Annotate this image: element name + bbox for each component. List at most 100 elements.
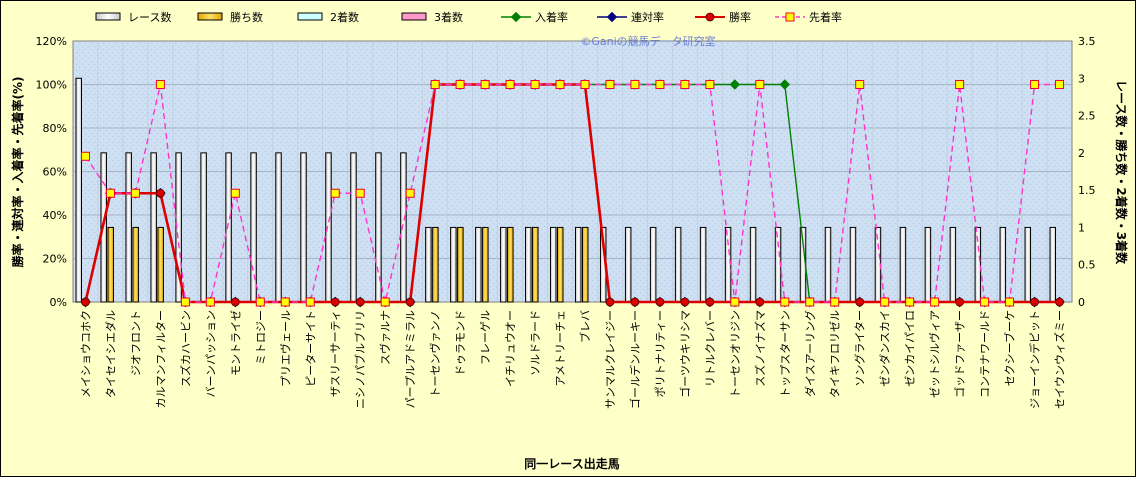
point-3-3 xyxy=(155,80,165,89)
bar-1-3 xyxy=(157,226,164,303)
bar-0-14 xyxy=(425,226,432,303)
point-3-2 xyxy=(130,188,140,198)
bar-0-37 xyxy=(999,226,1007,303)
point-2-0 xyxy=(81,297,90,307)
point-3-13 xyxy=(405,188,415,198)
point-2-3 xyxy=(156,188,165,198)
point-3-29 xyxy=(805,297,815,307)
legend-label: 連対率 xyxy=(631,10,664,24)
bar-0-24 xyxy=(674,226,682,303)
bar-0-8 xyxy=(275,152,282,303)
bar-0-38 xyxy=(1024,226,1032,303)
category-label: ピーターサイト xyxy=(304,310,317,387)
point-3-22 xyxy=(630,80,640,89)
bar-0-13 xyxy=(400,152,407,303)
right-axis-ticks: 0 0.5 1 1.5 2 2.5 3 3.5 xyxy=(1078,35,1096,309)
bar-0-3 xyxy=(150,152,157,303)
point-3-11 xyxy=(355,188,365,198)
right-axis-title: レース数・勝ち数・2着数・3着数 xyxy=(1114,80,1129,265)
point-3-1 xyxy=(105,188,115,198)
category-label: ゼンダンスカイ xyxy=(878,310,892,387)
bar-0-6 xyxy=(225,152,232,303)
legend-label: 先着率 xyxy=(809,10,842,24)
point-0-26 xyxy=(729,79,741,90)
right-tick-label: 0 xyxy=(1078,296,1085,309)
right-tick-label: 2 xyxy=(1078,147,1085,160)
bar-0-39 xyxy=(1049,226,1057,303)
category-label: セクシーブーケ xyxy=(1003,310,1017,386)
category-label: バーンパッション xyxy=(204,310,217,397)
legend-label: 3着数 xyxy=(434,10,463,24)
point-3-39 xyxy=(1055,80,1065,89)
x-axis-title: 同一レース出走馬 xyxy=(524,456,619,471)
point-3-28 xyxy=(780,297,790,307)
point-3-5 xyxy=(205,297,215,307)
left-axis-title: 勝率・連対率・入着率・先着率(%) xyxy=(10,77,25,268)
point-2-24 xyxy=(680,297,690,307)
bar-0-18 xyxy=(525,226,532,303)
gridlines xyxy=(73,41,1072,302)
category-label: ゴッドファーザー xyxy=(953,310,967,398)
line-layer xyxy=(80,79,1065,308)
point-3-21 xyxy=(605,80,615,89)
left-tick-label: 120% xyxy=(36,35,67,48)
category-label: スズノイナズマ xyxy=(753,310,767,387)
point-2-35 xyxy=(955,297,965,307)
right-tick-label: 1 xyxy=(1078,221,1085,234)
category-label: カルマンフィルター xyxy=(154,310,167,408)
category-label: イチリュウオー xyxy=(504,310,517,387)
category-label: ジオフロント xyxy=(129,310,142,376)
bar-0-19 xyxy=(550,226,557,303)
line-3 xyxy=(84,83,1060,303)
left-tick-label: 40% xyxy=(43,209,67,222)
category-label: ドゥラモンド xyxy=(454,310,467,376)
left-tick-label: 60% xyxy=(43,166,67,179)
category-label: ゴーツウキリシマ xyxy=(678,310,692,398)
point-3-31 xyxy=(855,80,865,89)
category-label: ポリトナリティー xyxy=(654,310,667,397)
point-3-16 xyxy=(480,80,490,89)
bar-0-5 xyxy=(200,152,207,303)
category-label: セイウンウィズミー xyxy=(1053,310,1067,409)
point-3-23 xyxy=(655,80,665,89)
bar-1-17 xyxy=(507,226,514,303)
bar-1-1 xyxy=(107,226,114,303)
point-3-15 xyxy=(455,80,465,89)
category-label: ソングライター xyxy=(853,310,867,387)
bar-0-15 xyxy=(450,226,457,303)
bar-0-20 xyxy=(574,226,582,303)
point-3-18 xyxy=(530,80,540,89)
category-label: プリエヴェール xyxy=(278,310,292,387)
point-3-26 xyxy=(730,297,740,307)
bar-0-30 xyxy=(824,226,832,303)
bar-0-23 xyxy=(649,226,657,303)
category-label: ソルドラード xyxy=(529,310,542,376)
legend-marker xyxy=(510,11,522,23)
point-3-8 xyxy=(280,297,290,307)
point-0-28 xyxy=(779,79,790,90)
point-2-13 xyxy=(405,297,415,307)
legend-swatch xyxy=(95,12,121,21)
point-2-22 xyxy=(630,297,640,307)
category-label: ブレバ xyxy=(578,310,592,343)
right-tick-label: 1.5 xyxy=(1078,184,1096,197)
category-label: ニシノパブルブリリ xyxy=(353,310,367,409)
legend-marker xyxy=(785,12,795,22)
point-3-9 xyxy=(305,297,315,307)
bar-0-9 xyxy=(300,152,307,303)
category-label: モントライゼ xyxy=(229,310,242,376)
point-3-30 xyxy=(830,297,840,307)
point-2-25 xyxy=(705,297,715,307)
point-3-27 xyxy=(755,80,765,89)
category-label: パープルアドミラル xyxy=(404,310,417,408)
category-label: ジョーインデピット xyxy=(1028,310,1042,409)
point-3-35 xyxy=(955,80,965,89)
bar-0-22 xyxy=(624,226,632,303)
point-3-38 xyxy=(1030,80,1040,89)
category-labels: メイショウコホク タイセイシエダル ジオフロント カルマンフィルター スズカハービン バー… xyxy=(79,310,1066,409)
point-3-34 xyxy=(930,297,940,307)
point-3-19 xyxy=(555,80,565,89)
category-label: トーセンヴァンノ xyxy=(428,310,442,397)
point-3-6 xyxy=(230,188,240,198)
